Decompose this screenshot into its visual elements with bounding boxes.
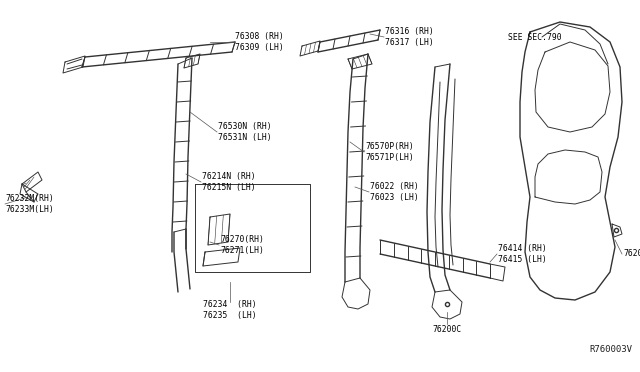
- Text: 76232M(RH)
76233M(LH): 76232M(RH) 76233M(LH): [5, 194, 54, 214]
- Text: 76200C: 76200C: [433, 326, 461, 334]
- Text: 76200CA: 76200CA: [623, 250, 640, 259]
- Text: 76316 (RH)
76317 (LH): 76316 (RH) 76317 (LH): [385, 27, 434, 47]
- Text: 76214N (RH)
76215N (LH): 76214N (RH) 76215N (LH): [202, 172, 255, 192]
- Text: 76530N (RH)
76531N (LH): 76530N (RH) 76531N (LH): [218, 122, 271, 142]
- Text: 76414 (RH)
76415 (LH): 76414 (RH) 76415 (LH): [498, 244, 547, 264]
- Text: 76234  (RH)
76235  (LH): 76234 (RH) 76235 (LH): [203, 300, 257, 320]
- Text: R760003V: R760003V: [589, 345, 632, 354]
- Text: 76022 (RH)
76023 (LH): 76022 (RH) 76023 (LH): [370, 182, 419, 202]
- Text: 76308 (RH)
76309 (LH): 76308 (RH) 76309 (LH): [235, 32, 284, 52]
- Text: SEE SEC.790: SEE SEC.790: [508, 32, 562, 42]
- Text: 76570P(RH)
76571P(LH): 76570P(RH) 76571P(LH): [365, 142, 413, 162]
- Text: 76270(RH)
76271(LH): 76270(RH) 76271(LH): [220, 235, 264, 255]
